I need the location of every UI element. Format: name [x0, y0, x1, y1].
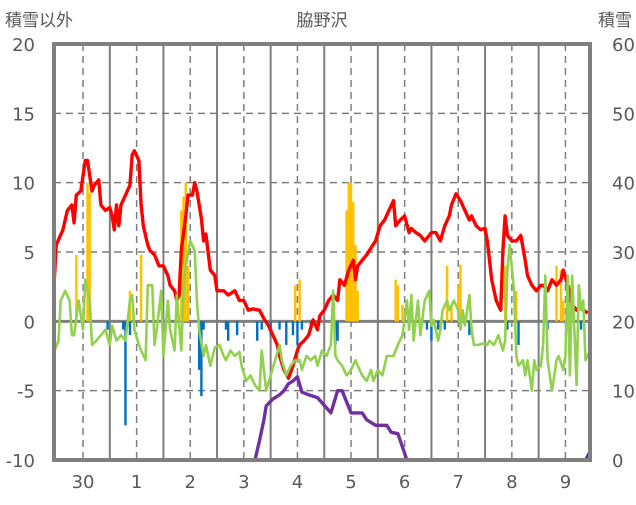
- y-tick-right: 10: [612, 382, 635, 403]
- x-tick: 4: [292, 472, 303, 493]
- bar-positive: [186, 265, 190, 322]
- bar-positive: [445, 265, 449, 322]
- bar-positive: [555, 265, 558, 322]
- bar-positive: [559, 270, 563, 322]
- bar-positive: [354, 245, 357, 322]
- y-tick-right: 40: [612, 174, 635, 195]
- bar-negative: [300, 321, 304, 330]
- bar-positive: [568, 285, 572, 322]
- grid: [54, 44, 590, 460]
- series-red: [52, 149, 589, 380]
- x-tick: 1: [131, 472, 142, 493]
- bar-positive: [86, 182, 89, 322]
- bar-positive: [562, 300, 565, 322]
- bar-negative: [124, 321, 127, 426]
- bar-negative: [128, 321, 132, 336]
- y-tick-right: 20: [612, 312, 635, 333]
- bar-negative: [468, 321, 471, 336]
- bar-positive: [347, 182, 350, 322]
- plot-frame: [52, 42, 592, 462]
- bar-negative: [436, 321, 440, 330]
- bar-negative: [197, 321, 201, 370]
- y-tick-right: 50: [612, 104, 635, 125]
- bar-negative: [122, 321, 125, 330]
- bar-positive: [298, 279, 301, 322]
- x-tick: 30: [72, 472, 95, 493]
- bar-positive: [345, 210, 348, 322]
- bar-negative: [260, 321, 263, 330]
- y-tick-left: -10: [6, 451, 35, 472]
- y-tick-right: 30: [612, 243, 635, 264]
- bar-negative: [227, 321, 230, 341]
- x-tick: 3: [238, 472, 249, 493]
- bar-positive: [75, 254, 78, 322]
- y-tick-right: 0: [612, 451, 623, 472]
- bar-positive: [184, 182, 187, 322]
- bar-positive: [182, 196, 185, 322]
- left-axis-title: 積雪以外: [5, 11, 73, 31]
- y-tick-left: -5: [17, 382, 35, 403]
- x-tick: 5: [345, 472, 356, 493]
- bar-negative: [425, 321, 429, 330]
- bar-negative: [256, 321, 259, 341]
- bar-negative: [291, 321, 295, 336]
- series-green: [52, 239, 592, 392]
- y-tick-right: 60: [612, 35, 635, 56]
- bar-positive: [459, 264, 462, 322]
- x-tick: 8: [506, 472, 517, 493]
- bar-positive: [515, 290, 518, 322]
- y-tick-left: 0: [24, 312, 35, 333]
- bar-positive: [457, 285, 460, 322]
- series-purple: [54, 375, 592, 462]
- bar-negative: [296, 321, 299, 345]
- bar-positive: [396, 285, 400, 322]
- bar-negative: [235, 321, 239, 336]
- bar-positive: [356, 290, 359, 322]
- right-axis-title: 積雪: [598, 11, 632, 31]
- y-tick-left: 20: [12, 35, 35, 56]
- y-tick-left: 5: [24, 243, 35, 264]
- x-tick: 2: [185, 472, 196, 493]
- y-tick-left: 15: [12, 104, 35, 125]
- bar-negative: [506, 321, 509, 330]
- x-tick: 6: [399, 472, 410, 493]
- bar-positive: [139, 254, 143, 322]
- bar-positive: [394, 279, 397, 322]
- bar-positive: [401, 304, 404, 322]
- y-tick-left: 10: [12, 174, 35, 195]
- bar-negative: [579, 321, 583, 330]
- left-axis-ticks: 20 15 10 5 0 -5 -10: [6, 35, 35, 472]
- bar-negative: [443, 321, 447, 330]
- x-tick: 7: [453, 472, 464, 493]
- bar-negative: [336, 321, 339, 341]
- bar-negative: [517, 321, 520, 345]
- bar-negative: [202, 321, 205, 330]
- bar-positive: [503, 265, 507, 322]
- bar-negative: [106, 321, 109, 330]
- right-axis-ticks: 60 50 40 30 20 10 0: [612, 35, 635, 472]
- bar-positive: [294, 285, 297, 322]
- bar-positive: [349, 182, 353, 322]
- bar-negative: [285, 321, 288, 345]
- x-axis-ticks: 30 1 2 3 4 5 6 7 8 9: [72, 472, 572, 493]
- bar-negative: [430, 321, 433, 341]
- x-tick: 9: [560, 472, 571, 493]
- bar-positive: [450, 304, 453, 322]
- bar-positive: [88, 192, 91, 322]
- chart-title: 脇野沢: [297, 11, 348, 31]
- bar-negative: [278, 321, 281, 330]
- series-lines: [52, 149, 592, 462]
- bar-negative: [224, 321, 228, 330]
- bar-negative: [200, 321, 203, 397]
